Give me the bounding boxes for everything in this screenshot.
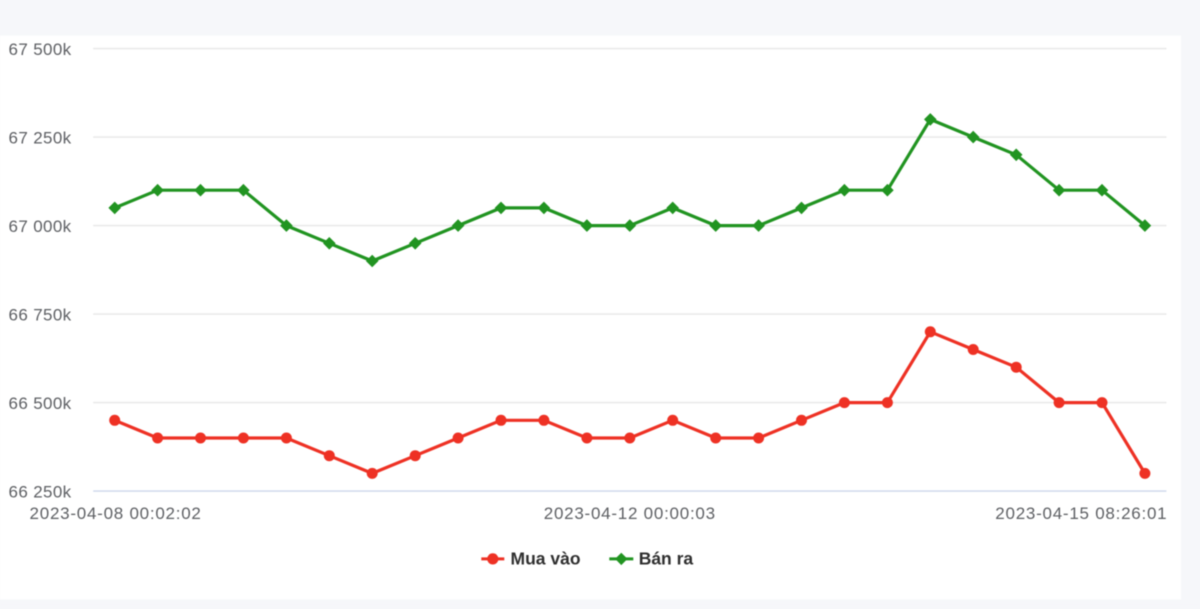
svg-text:66 250k: 66 250k <box>9 482 72 501</box>
svg-text:67 000k: 67 000k <box>9 217 72 236</box>
svg-text:67 250k: 67 250k <box>9 128 72 147</box>
svg-text:Mua vào: Mua vào <box>511 549 581 569</box>
svg-text:Bán ra: Bán ra <box>639 549 694 569</box>
svg-text:66 500k: 66 500k <box>9 394 72 413</box>
svg-text:67 500k: 67 500k <box>9 40 72 59</box>
svg-text:2023-04-08 00:02:02: 2023-04-08 00:02:02 <box>30 504 202 523</box>
svg-text:66 750k: 66 750k <box>9 305 72 324</box>
svg-text:2023-04-12 00:00:03: 2023-04-12 00:00:03 <box>544 504 716 523</box>
svg-text:2023-04-15 08:26:01: 2023-04-15 08:26:01 <box>995 504 1167 523</box>
